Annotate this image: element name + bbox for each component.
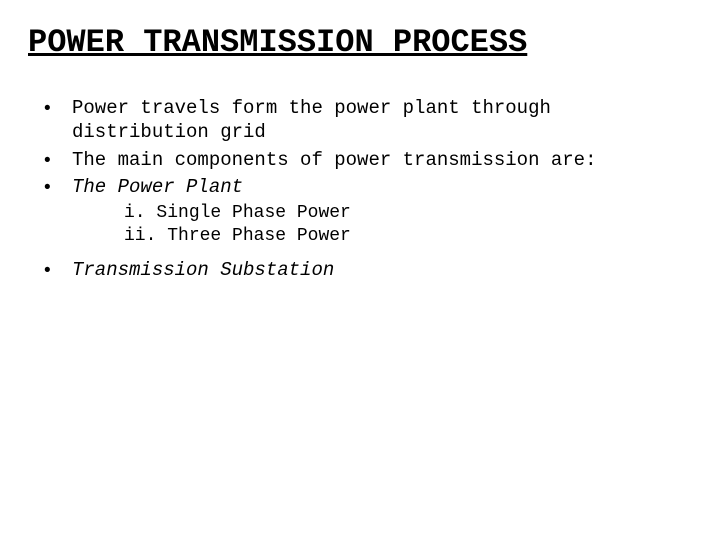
bullet-text: The Power Plant	[72, 176, 243, 198]
bullet-text: Transmission Substation	[72, 259, 334, 281]
sub-item-num: i.	[124, 203, 146, 223]
bullet-item: The Power Plant i. Single Phase Power ii…	[44, 176, 692, 247]
slide-title: POWER TRANSMISSION PROCESS	[28, 24, 692, 61]
slide: POWER TRANSMISSION PROCESS Power travels…	[0, 0, 720, 540]
sub-list: i. Single Phase Power ii. Three Phase Po…	[124, 202, 692, 247]
bullet-text: The main components of power transmissio…	[72, 149, 597, 171]
bullet-item: Transmission Substation	[44, 259, 692, 283]
bullet-list: Power travels form the power plant throu…	[28, 97, 692, 283]
sub-list-item: i. Single Phase Power	[124, 202, 692, 225]
sub-item-label: Single Phase Power	[156, 203, 350, 223]
sub-item-label: Three Phase Power	[167, 226, 351, 246]
bullet-item: Power travels form the power plant throu…	[44, 97, 692, 145]
bullet-item: The main components of power transmissio…	[44, 149, 692, 173]
sub-item-num: ii.	[124, 226, 156, 246]
sub-list-item: ii. Three Phase Power	[124, 225, 692, 248]
bullet-text: Power travels form the power plant throu…	[72, 97, 551, 143]
